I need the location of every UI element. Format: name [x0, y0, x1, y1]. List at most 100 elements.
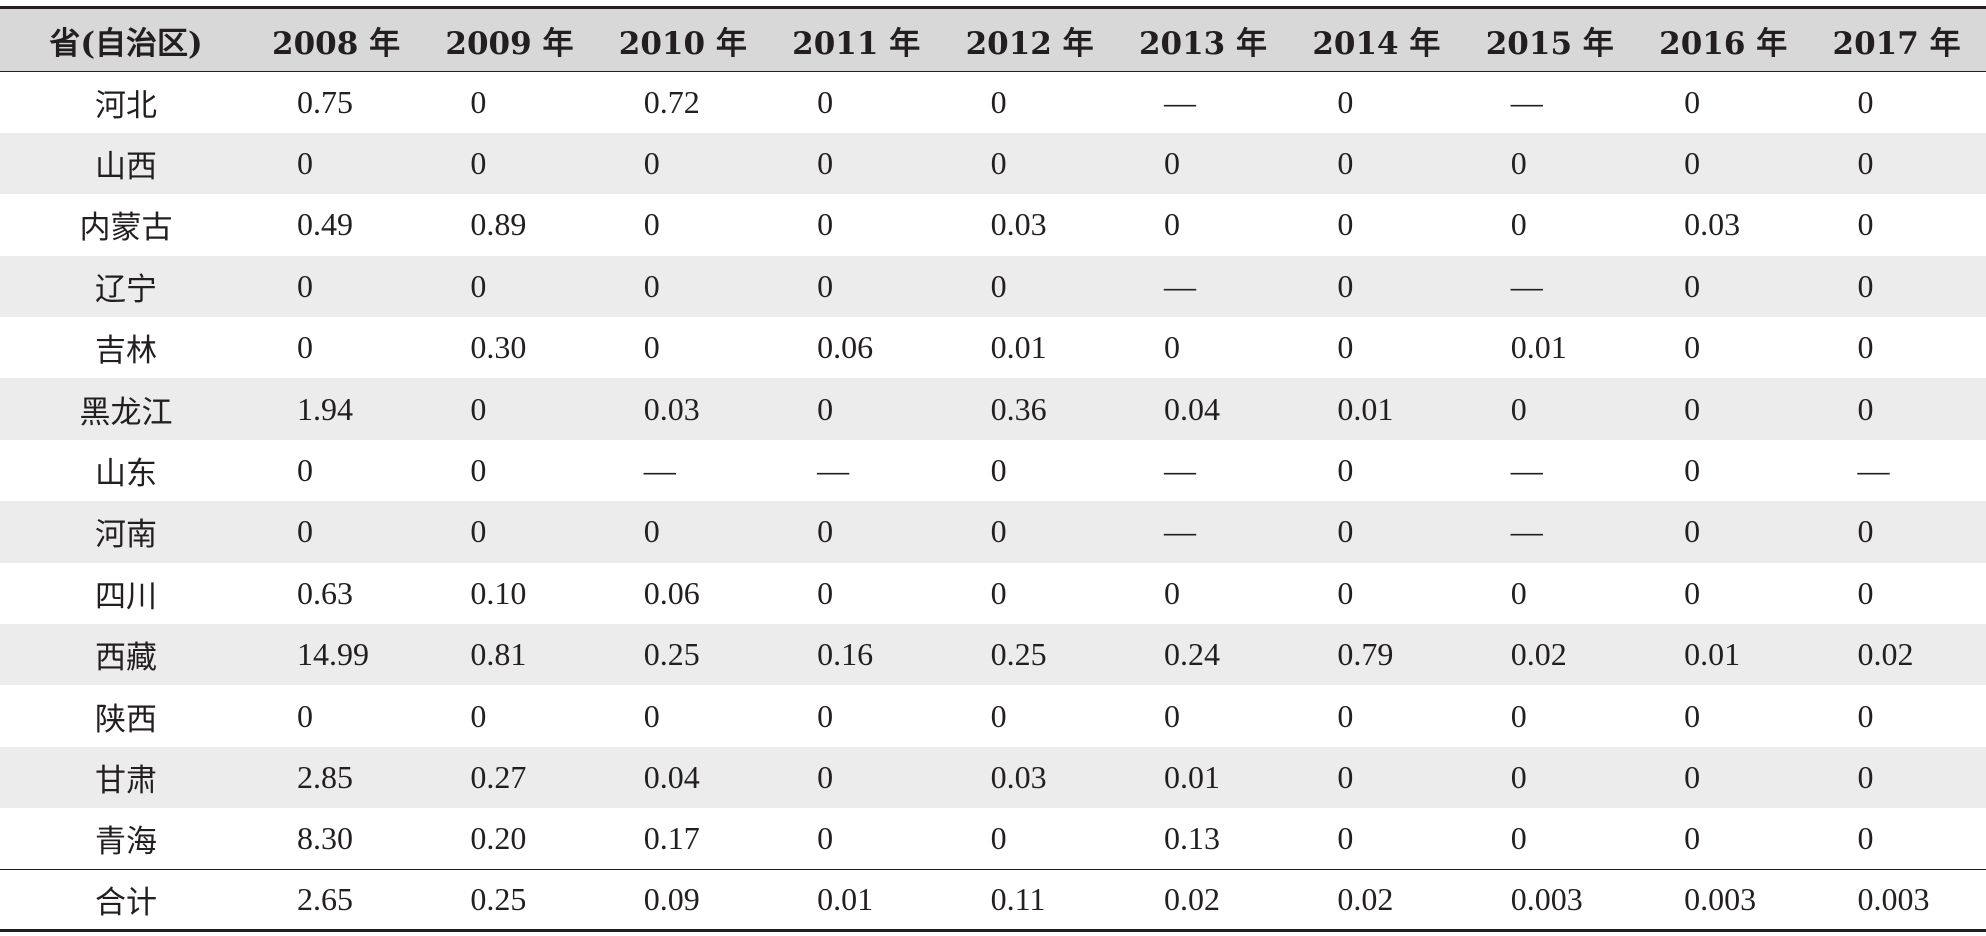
region-name: 内蒙古	[79, 210, 173, 247]
table-cell: 0	[1857, 758, 1874, 795]
total-value: 0.09	[643, 881, 700, 918]
table-cell: 0	[817, 574, 834, 611]
table-cell: 0	[643, 267, 660, 304]
table-cell: 0	[1163, 206, 1180, 243]
table-cell: 0	[817, 697, 834, 734]
table-cell: 0	[643, 206, 660, 243]
region-name: 黑龙江	[79, 394, 173, 431]
table-cell: 0	[817, 758, 834, 795]
table-row: 内蒙古 0.49 0.89 0 0 0.03 0 0 0 0.03 0	[0, 194, 1986, 255]
header-row: 省(自治区) 2008 年 2009 年 2010 年 2011 年 2012 …	[0, 6, 1986, 72]
table-cell: 0.25	[643, 636, 700, 673]
table-cell: —	[1163, 513, 1196, 550]
table-cell: 0	[643, 329, 660, 366]
table-row: 山西 0 0 0 0 0 0 0 0 0 0	[0, 132, 1986, 195]
total-row: 合计 2.65 0.25 0.09 0.01 0.11 0.02 0.02 0.003 0.003…	[0, 869, 1986, 931]
table-cell: 0.16	[817, 636, 874, 673]
table-row: 山东 0 0 — — 0 — 0 — 0 —	[0, 440, 1986, 501]
table-cell: 0.01	[990, 329, 1047, 366]
header-year: 2017 年	[1812, 6, 1986, 72]
table-cell: 0	[1684, 452, 1701, 489]
table-cell: 0.02	[1510, 636, 1567, 673]
table-cell: 0.03	[990, 758, 1047, 795]
table-cell: 0	[1337, 697, 1354, 734]
region-name: 河南	[95, 517, 157, 554]
table-cell: —	[643, 452, 676, 489]
region-name: 四川	[95, 578, 157, 615]
table-cell: 0	[1510, 574, 1527, 611]
table-cell: 0	[470, 452, 487, 489]
table-cell: 0	[470, 83, 487, 120]
table-cell: 0	[470, 145, 487, 182]
total-value: 0.02	[1337, 881, 1394, 918]
table-cell: 0	[990, 452, 1007, 489]
table-cell: —	[1163, 83, 1196, 120]
table-cell: 0	[1337, 145, 1354, 182]
table-cell: 0	[817, 83, 834, 120]
table-row: 青海 8.30 0.20 0.17 0 0 0.13 0 0 0 0	[0, 808, 1986, 869]
table-cell: 0.03	[643, 390, 700, 427]
table-cell: —	[1163, 452, 1196, 489]
region-name: 山西	[95, 149, 157, 186]
region-name: 河北	[95, 87, 157, 124]
table-cell: 2.85	[297, 758, 353, 795]
table-cell: 0.01	[1163, 758, 1220, 795]
table-cell: 0	[297, 145, 313, 182]
table-cell: 0	[1510, 206, 1527, 243]
header-year: 2013 年	[1118, 6, 1293, 72]
table-cell: 0	[1857, 267, 1874, 304]
table-cell: 0	[1337, 758, 1354, 795]
table-cell: —	[817, 452, 850, 489]
table-cell: 0	[1337, 267, 1354, 304]
table-cell: 0.72	[643, 83, 700, 120]
table-cell: 0	[1684, 758, 1701, 795]
table-cell: 0	[1337, 329, 1354, 366]
header-year: 2009 年	[425, 6, 599, 72]
table-cell: 0.13	[1163, 820, 1220, 857]
table-cell: 8.30	[297, 820, 353, 857]
table-cell: —	[1163, 267, 1196, 304]
table-cell: 0	[817, 206, 834, 243]
total-value: 0.11	[990, 881, 1046, 918]
table-cell: 0.81	[470, 636, 527, 673]
header-year: 2016 年	[1639, 6, 1813, 72]
table-cell: 0	[1337, 452, 1354, 489]
table-cell: 0	[990, 574, 1007, 611]
table-cell: 0	[1337, 83, 1354, 120]
table-cell: 0.04	[643, 758, 700, 795]
table-cell: 0.17	[643, 820, 700, 857]
header-year: 2011 年	[772, 6, 946, 72]
table-cell: 0	[990, 267, 1007, 304]
table-cell: 0	[1337, 820, 1354, 857]
table-cell: 0.10	[470, 574, 527, 611]
table-cell: 0	[1684, 513, 1701, 550]
table-cell: 0.06	[643, 574, 700, 611]
table-cell: 0.25	[990, 636, 1047, 673]
table-cell: 0	[1510, 697, 1527, 734]
table-cell: 0	[470, 513, 487, 550]
total-value: 2.65	[297, 881, 353, 918]
table-cell: 0	[297, 267, 313, 304]
table-cell: 0	[990, 145, 1007, 182]
total-label: 合计	[95, 885, 157, 922]
table-cell: 0	[1163, 574, 1180, 611]
total-value: 0.003	[1510, 881, 1583, 918]
table-cell: 0.75	[297, 83, 353, 120]
table-cell: 0.01	[1684, 636, 1741, 673]
table-cell: 0	[1163, 329, 1180, 366]
table-cell: 0.63	[297, 574, 353, 611]
table-cell: 0	[643, 697, 660, 734]
table-cell: 0	[1857, 697, 1874, 734]
table-cell: 0.24	[1163, 636, 1220, 673]
total-value: 0.003	[1857, 881, 1930, 918]
table-cell: 0	[643, 145, 660, 182]
table-cell: 0	[990, 697, 1007, 734]
table-row: 甘肃 2.85 0.27 0.04 0 0.03 0.01 0 0 0 0	[0, 746, 1986, 809]
table-cell: 0	[1857, 820, 1874, 857]
table-cell: 0	[990, 513, 1007, 550]
table-row: 河南 0 0 0 0 0 — 0 — 0 0	[0, 501, 1986, 563]
table-cell: —	[1510, 267, 1543, 304]
table-cell: 0	[1337, 574, 1354, 611]
header-year: 2010 年	[598, 6, 773, 72]
header-year: 2015 年	[1465, 6, 1640, 72]
